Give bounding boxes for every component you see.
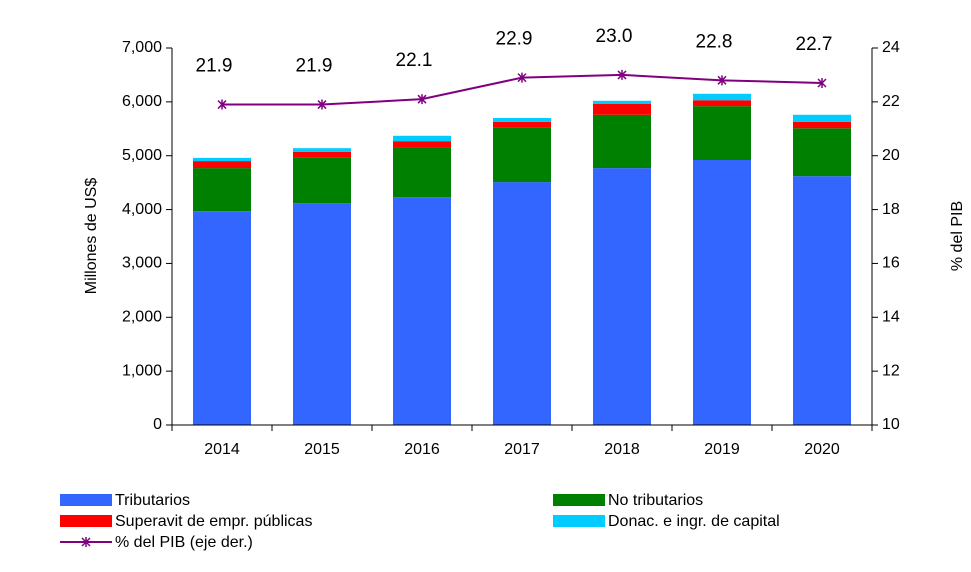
y2-tick-label: 22 bbox=[882, 93, 900, 110]
y2-tick-label: 14 bbox=[882, 309, 900, 326]
y-tick-label: 6,000 bbox=[122, 93, 162, 110]
x-tick-label: 2020 bbox=[804, 441, 840, 458]
bar-segment bbox=[293, 151, 351, 158]
bar-segment bbox=[593, 100, 651, 105]
legend-label: Tributarios bbox=[115, 492, 190, 509]
y-tick-label: 5,000 bbox=[122, 147, 162, 164]
bar-segment bbox=[393, 147, 451, 198]
data-label: 21.9 bbox=[296, 56, 333, 77]
legend-swatch bbox=[60, 515, 112, 527]
marker bbox=[717, 75, 727, 86]
bar-segment bbox=[293, 148, 351, 152]
y-tick-label: 4,000 bbox=[122, 201, 162, 218]
y-tick-label: 2,000 bbox=[122, 309, 162, 326]
marker bbox=[317, 99, 327, 110]
x-tick-label: 2015 bbox=[304, 441, 340, 458]
data-label: 22.1 bbox=[396, 50, 433, 71]
bar-segment bbox=[393, 135, 451, 142]
legend-swatch bbox=[553, 494, 605, 506]
marker bbox=[617, 69, 627, 80]
data-label: 21.9 bbox=[196, 56, 233, 77]
bar-segment bbox=[493, 127, 551, 183]
bar-segment bbox=[293, 157, 351, 204]
y2-tick-label: 18 bbox=[882, 201, 900, 218]
legend-label: Donac. e ingr. de capital bbox=[608, 513, 780, 530]
data-label: 23.0 bbox=[596, 26, 633, 47]
bar-segment bbox=[493, 118, 551, 122]
bar-segment bbox=[193, 157, 251, 162]
bar-segment bbox=[193, 211, 251, 425]
marker bbox=[517, 72, 527, 83]
bar-segment bbox=[293, 203, 351, 425]
bar-segment bbox=[593, 114, 651, 169]
x-tick-label: 2014 bbox=[204, 441, 240, 458]
bar-segment bbox=[193, 161, 251, 169]
x-tick-label: 2016 bbox=[404, 441, 440, 458]
bar-segment bbox=[593, 168, 651, 425]
y-axis-label: Millones de US$ bbox=[83, 178, 100, 295]
bar-segment bbox=[793, 128, 851, 177]
bar-segment bbox=[493, 182, 551, 425]
y2-axis-label: % del PIB bbox=[949, 201, 966, 271]
bar-segment bbox=[193, 168, 251, 212]
bar-segment bbox=[693, 160, 751, 425]
bar-segment bbox=[393, 141, 451, 148]
y2-tick-label: 24 bbox=[882, 39, 900, 56]
bar-segment bbox=[593, 104, 651, 115]
x-tick-label: 2017 bbox=[504, 441, 540, 458]
x-tick-label: 2019 bbox=[704, 441, 740, 458]
bar-segment bbox=[693, 100, 751, 107]
bar-segment bbox=[793, 121, 851, 129]
legend-label: No tributarios bbox=[608, 492, 703, 509]
legend-swatch bbox=[553, 515, 605, 527]
data-label: 22.8 bbox=[696, 31, 733, 52]
bar-segment bbox=[793, 176, 851, 425]
y-tick-label: 1,000 bbox=[122, 362, 162, 379]
marker bbox=[217, 99, 227, 110]
x-tick-label: 2018 bbox=[604, 441, 640, 458]
bar-segment bbox=[493, 121, 551, 128]
y2-tick-label: 16 bbox=[882, 255, 900, 272]
marker bbox=[817, 78, 827, 89]
bar-segment bbox=[693, 93, 751, 101]
y-tick-label: 7,000 bbox=[122, 39, 162, 56]
y2-tick-label: 10 bbox=[882, 416, 900, 433]
legend-marker bbox=[81, 537, 91, 547]
bar-segment bbox=[693, 106, 751, 161]
marker bbox=[417, 94, 427, 105]
legend-label: Superavit de empr. públicas bbox=[115, 513, 312, 530]
bar-segment bbox=[793, 114, 851, 122]
y2-tick-label: 20 bbox=[882, 147, 900, 164]
data-label: 22.9 bbox=[496, 29, 533, 50]
bar-segment bbox=[393, 197, 451, 425]
legend-swatch bbox=[60, 494, 112, 506]
y-tick-label: 0 bbox=[153, 416, 162, 433]
legend-label: % del PIB (eje der.) bbox=[115, 534, 253, 551]
data-label: 22.7 bbox=[796, 34, 833, 55]
y-tick-label: 3,000 bbox=[122, 255, 162, 272]
y2-tick-label: 12 bbox=[882, 362, 900, 379]
